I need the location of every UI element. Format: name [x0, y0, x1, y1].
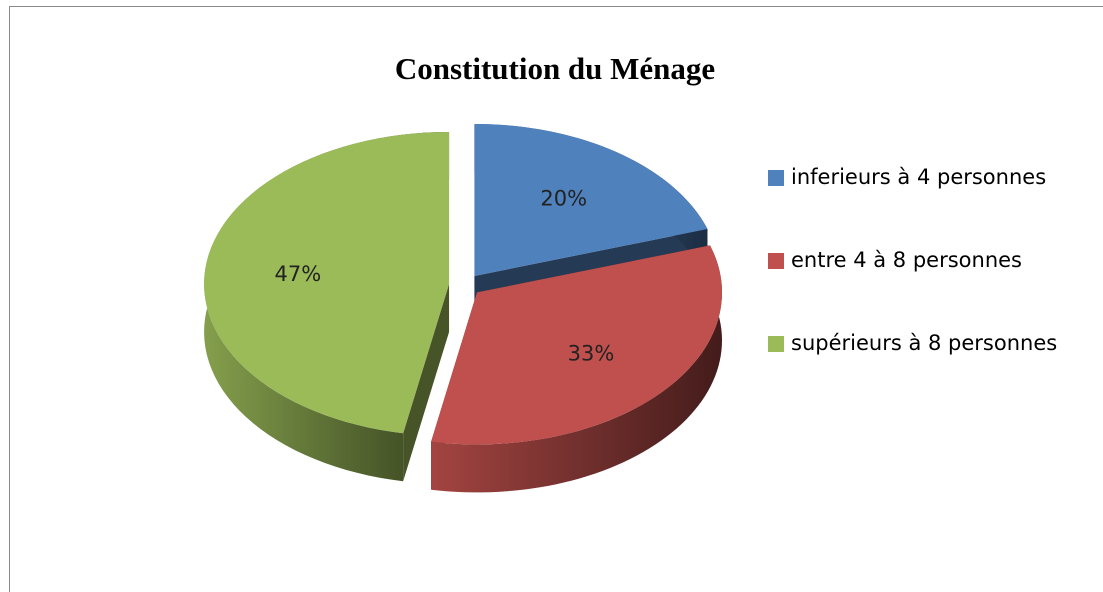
data-label: 47% — [275, 262, 322, 286]
legend-label: entre 4 à 8 personnes — [791, 248, 1022, 272]
data-labels: 20% 33% 47% — [275, 187, 615, 366]
chart-frame — [9, 6, 1103, 592]
legend-swatch — [768, 170, 784, 186]
legend: inferieurs à 4 personnes entre 4 à 8 pers… — [768, 165, 1057, 355]
legend-label: supérieurs à 8 personnes — [791, 331, 1057, 355]
data-label: 20% — [540, 187, 587, 211]
legend-label: inferieurs à 4 personnes — [791, 165, 1046, 189]
data-label: 33% — [568, 342, 615, 366]
pie-slice — [474, 123, 708, 276]
pie-slice — [431, 245, 723, 445]
pie-side — [431, 245, 723, 493]
legend-swatch — [768, 253, 784, 269]
pie-cut-face — [403, 283, 450, 482]
legend-swatch — [768, 336, 784, 352]
pie-slice — [204, 131, 450, 434]
pie-tops — [204, 123, 723, 445]
chart-title: Constitution du Ménage — [395, 51, 715, 86]
